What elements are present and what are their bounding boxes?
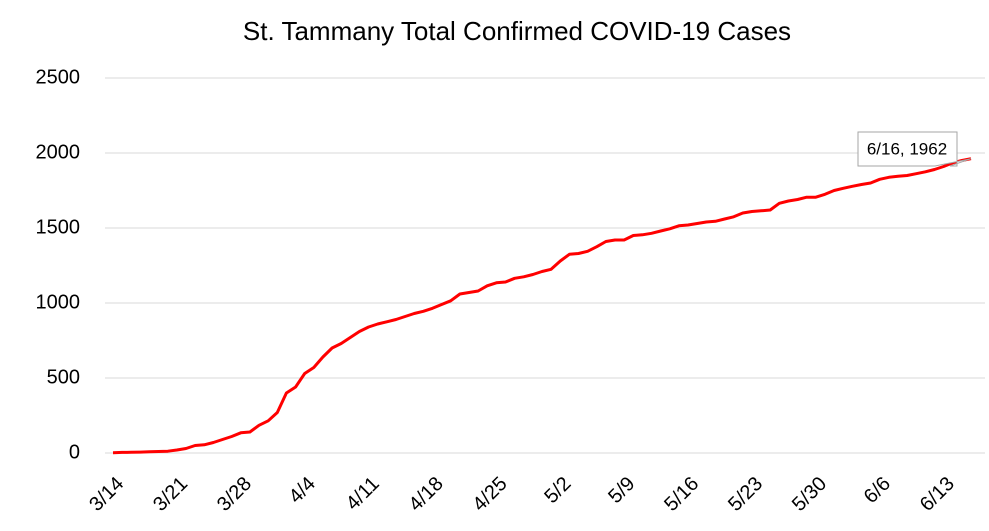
x-tick-label: 5/9: [604, 473, 639, 508]
data-line: [112, 157, 972, 455]
x-tick-label: 4/4: [285, 473, 320, 508]
x-tick-label: 3/21: [149, 473, 192, 516]
x-tick-label: 4/18: [405, 473, 448, 516]
x-tick-label: 4/25: [469, 473, 512, 516]
x-tick-label: 6/6: [860, 473, 895, 508]
x-tick-label: 5/30: [788, 473, 831, 516]
x-tick-label: 5/16: [660, 473, 703, 516]
annotation: 6/16, 1962: [867, 139, 947, 158]
x-tick-label: 3/14: [85, 473, 128, 516]
y-tick-label: 1000: [36, 291, 81, 313]
x-tick-label: 3/28: [213, 473, 256, 516]
annotation-box: [857, 131, 972, 167]
y-tick-label: 2000: [36, 141, 81, 163]
x-tick-label: 6/13: [916, 473, 959, 516]
x-tick-label: 4/11: [342, 473, 384, 515]
x-tick-label: 5/2: [540, 473, 575, 508]
chart-title: St. Tammany Total Confirmed COVID-19 Cas…: [243, 16, 791, 46]
y-tick-label: 0: [69, 441, 80, 463]
y-tick-label: 500: [47, 366, 80, 388]
x-tick-label: 5/23: [724, 473, 767, 516]
y-tick-label: 1500: [36, 216, 81, 238]
y-tick-label: 2500: [36, 66, 81, 88]
